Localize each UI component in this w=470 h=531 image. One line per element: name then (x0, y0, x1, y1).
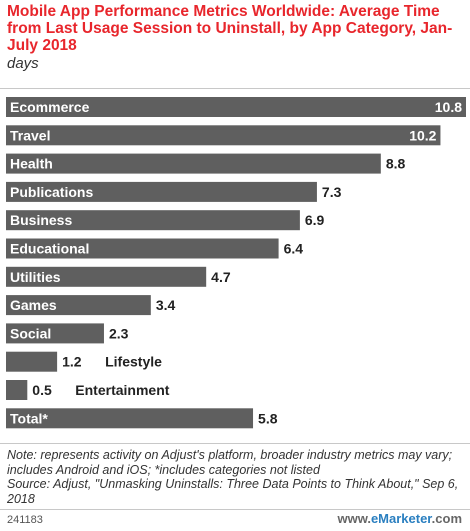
value-label-utilities: 4.7 (211, 269, 231, 285)
value-label-publications: 7.3 (322, 184, 342, 200)
category-label-publications: Publications (10, 184, 93, 200)
category-label-entertainment: Entertainment (75, 382, 169, 398)
bar-lifestyle (6, 351, 58, 372)
bar-total (6, 408, 254, 429)
value-label-ecommerce: 10.8 (435, 99, 462, 115)
top-divider (0, 88, 470, 89)
chart-title: Mobile App Performance Metrics Worldwide… (7, 3, 453, 54)
bar-educational (6, 238, 279, 259)
category-label-travel: Travel (10, 127, 50, 143)
category-label-social: Social (10, 325, 51, 341)
value-label-lifestyle: 1.2 (62, 354, 82, 370)
bar-ecommerce (6, 97, 466, 117)
category-label-business: Business (10, 212, 72, 228)
value-label-educational: 6.4 (284, 241, 304, 257)
bar-health (6, 153, 381, 174)
category-label-health: Health (10, 156, 53, 172)
category-label-games: Games (10, 297, 57, 313)
category-label-total: Total* (10, 410, 48, 426)
bar-games (6, 295, 151, 316)
bar-chart: Ecommerce 10.8 Travel 10.2 Health 8.8 Publicat… (6, 97, 466, 429)
chart-id: 241183 (7, 514, 43, 526)
bar-business (6, 210, 300, 231)
value-label-total: 5.8 (258, 410, 278, 426)
category-label-utilities: Utilities (10, 269, 61, 285)
category-label-ecommerce: Ecommerce (10, 99, 90, 115)
bottom-divider (0, 443, 470, 444)
category-label-lifestyle: Lifestyle (105, 354, 162, 370)
bar-utilities (6, 266, 207, 287)
footer-divider (0, 509, 470, 510)
note-text: Note: represents activity on Adjust's pl… (7, 448, 453, 477)
value-label-business: 6.9 (305, 212, 325, 228)
value-label-entertainment: 0.5 (32, 382, 52, 398)
value-label-health: 8.8 (386, 156, 406, 172)
brand-logo: www.eMarketer.com (337, 511, 462, 526)
chart-notes: Note: represents activity on Adjust's pl… (7, 448, 465, 506)
bar-publications (6, 181, 317, 202)
brand-suffix: .com (431, 511, 462, 526)
value-label-social: 2.3 (109, 325, 129, 341)
value-label-games: 3.4 (156, 297, 176, 313)
brand-prefix: www. (337, 511, 371, 526)
bar-travel (6, 125, 441, 146)
value-label-travel: 10.2 (409, 127, 436, 143)
source-text: Source: Adjust, "Unmasking Uninstalls: T… (7, 477, 459, 506)
bar-social (6, 323, 104, 344)
chart-subtitle: days (7, 55, 39, 72)
bar-entertainment (6, 380, 28, 400)
brand-name: eMarketer (370, 511, 432, 526)
category-label-educational: Educational (10, 241, 89, 257)
